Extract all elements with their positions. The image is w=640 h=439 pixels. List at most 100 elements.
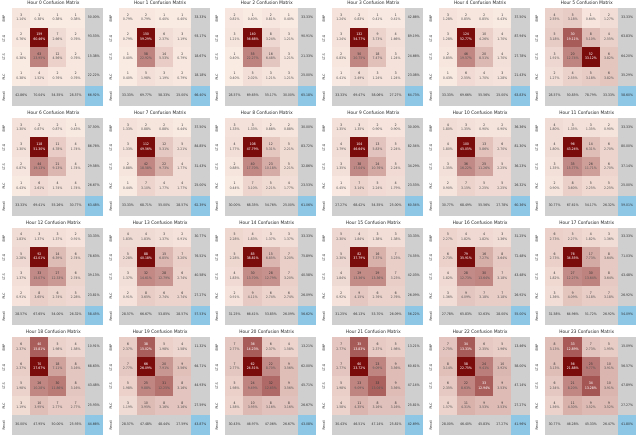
cell-value: 8 (394, 400, 397, 405)
cell-percent: 22.92% (140, 56, 152, 61)
cell-percent: 1.36% (549, 295, 560, 300)
cell-percent: 1.70% (497, 36, 508, 41)
cell-percent: 2.74% (177, 295, 188, 300)
matrix-cell: 6 2.49% (350, 66, 369, 87)
matrix-cell: 4 1.83% (225, 266, 244, 287)
matrix-cell: 27 12.27% (563, 266, 582, 287)
cell-value: 4 (464, 232, 467, 237)
accuracy-cell: 42.69% (404, 415, 423, 436)
total-cell: 71.03% (617, 247, 637, 267)
cell-percent: 21.88% (566, 366, 579, 371)
cell-percent: 3.53% (497, 405, 508, 410)
accuracy-cell: 63.48% (84, 195, 103, 216)
cell-value: 82 (357, 251, 362, 256)
cell-percent: 3.18% (497, 275, 508, 280)
cell-value: 18 (375, 51, 380, 56)
matrix-cell: 2 0.87% (12, 156, 31, 177)
row-label: LT-S (428, 53, 433, 60)
matrix-cell: 7 3.10% (243, 176, 262, 197)
matrix-cell: 16 7.27% (474, 247, 494, 267)
matrix-cell: 15 6.85% (154, 247, 174, 267)
cell-value: 6 (607, 142, 610, 147)
matrix-cell: 4 1.83% (136, 227, 156, 248)
cell-value: 7 (501, 290, 504, 295)
row-label: LT-S (322, 163, 326, 170)
cell-percent: 18.58% (140, 166, 152, 171)
matrix-cell: 76 34.55% (563, 247, 582, 267)
row-label: Recall (2, 91, 6, 101)
cell-value: 2 (483, 122, 486, 127)
matrix-cell: 3 1.35% (545, 156, 564, 177)
row-label: LT-G (108, 143, 113, 151)
total-cell: 31.43% (191, 156, 210, 177)
cell-value: 4 (446, 142, 449, 147)
cell-value: 36.36% (514, 124, 527, 129)
cell-value: 4 (144, 232, 147, 237)
cell-percent: 12.79% (264, 275, 277, 280)
matrix-cell: 3 1.30% (12, 117, 31, 138)
cell-value: 2 (340, 51, 343, 56)
cell-value: 5 (233, 232, 236, 237)
cell-value: 3 (38, 232, 41, 237)
matrix-cell: 79 35.91% (456, 247, 476, 267)
total-cell: 55.00% (154, 195, 174, 216)
total-cell: 28.57% (12, 305, 31, 326)
cell-value: 47.06% (264, 422, 277, 427)
cell-value: 4 (394, 181, 397, 186)
row-label: PLC (322, 292, 326, 299)
cell-percent: 1.58% (177, 346, 188, 351)
matrix-cell: 20 7.91% (154, 356, 174, 377)
cell-value: 38 (357, 161, 362, 166)
matrix-cell: 7 3.20% (279, 247, 299, 267)
row-label: EMP (322, 14, 326, 22)
matrix-cell: 2 0.88% (118, 156, 137, 177)
total-cell: 25.00% (191, 176, 210, 197)
cell-percent: 0.40% (229, 56, 240, 61)
total-cell: 30.43% (332, 415, 351, 436)
cell-value: 5 (501, 181, 504, 186)
cell-value: 14 (162, 51, 167, 56)
total-cell: 40.58% (297, 266, 317, 287)
cell-value: 30 (250, 271, 255, 276)
cell-value: 28.00% (441, 422, 454, 427)
cell-percent: 0.81% (265, 17, 276, 22)
cell-value: 4 (394, 32, 397, 37)
cell-value: 7 (358, 181, 361, 186)
matrix-cell: 8 3.16% (66, 376, 85, 397)
cell-value: 68.42% (353, 202, 366, 207)
cell-value: 68.49% (460, 202, 472, 207)
cell-percent: 3.53% (479, 405, 489, 410)
cell-percent: 1.19% (177, 36, 188, 41)
cell-value: 7 (56, 32, 59, 37)
cell-percent: 5.53% (159, 56, 169, 61)
total-cell: 10.91% (84, 337, 103, 357)
cell-percent: 3.16% (390, 405, 401, 410)
cell-value: 45.33% (584, 422, 597, 427)
cell-percent: 9.09% (354, 385, 365, 390)
cell-value: 3 (340, 12, 343, 17)
matrix-cell: 63 23.95% (30, 47, 49, 67)
cell-value: 6 (20, 361, 23, 366)
cell-value: 10 (143, 400, 148, 405)
matrix-cell: 26 11.71% (581, 156, 600, 177)
matrix-cell: 58 22.75% (456, 356, 476, 377)
accuracy-cell: 66.40% (191, 86, 210, 106)
cell-value: 75.89% (301, 253, 313, 258)
total-cell: 43.48% (511, 266, 530, 287)
matrix-cell: 2 0.76% (66, 47, 85, 67)
accuracy-cell: 55.00% (511, 305, 530, 326)
cell-percent: 3.23% (390, 256, 401, 261)
cell-value: 3 (287, 71, 290, 76)
confusion-matrix-panel: Hour 1 Confusion Matrix EMP LT-G LT-S PLC Rec… (107, 0, 214, 110)
matrix-cell: 2 0.85% (456, 8, 476, 28)
accuracy-cell: 60.54% (404, 195, 423, 216)
matrix-cell: 4 1.74% (48, 176, 67, 197)
cell-value: 11 (570, 400, 575, 405)
cell-value: 33 (37, 271, 42, 276)
cell-percent: 7.73% (585, 256, 596, 261)
total-cell: 18.18% (191, 66, 210, 87)
cell-percent: 0.90% (372, 127, 383, 132)
cell-percent: 2.77% (229, 346, 240, 351)
cell-percent: 9.77% (585, 366, 596, 371)
cell-value: 3 (181, 32, 184, 37)
